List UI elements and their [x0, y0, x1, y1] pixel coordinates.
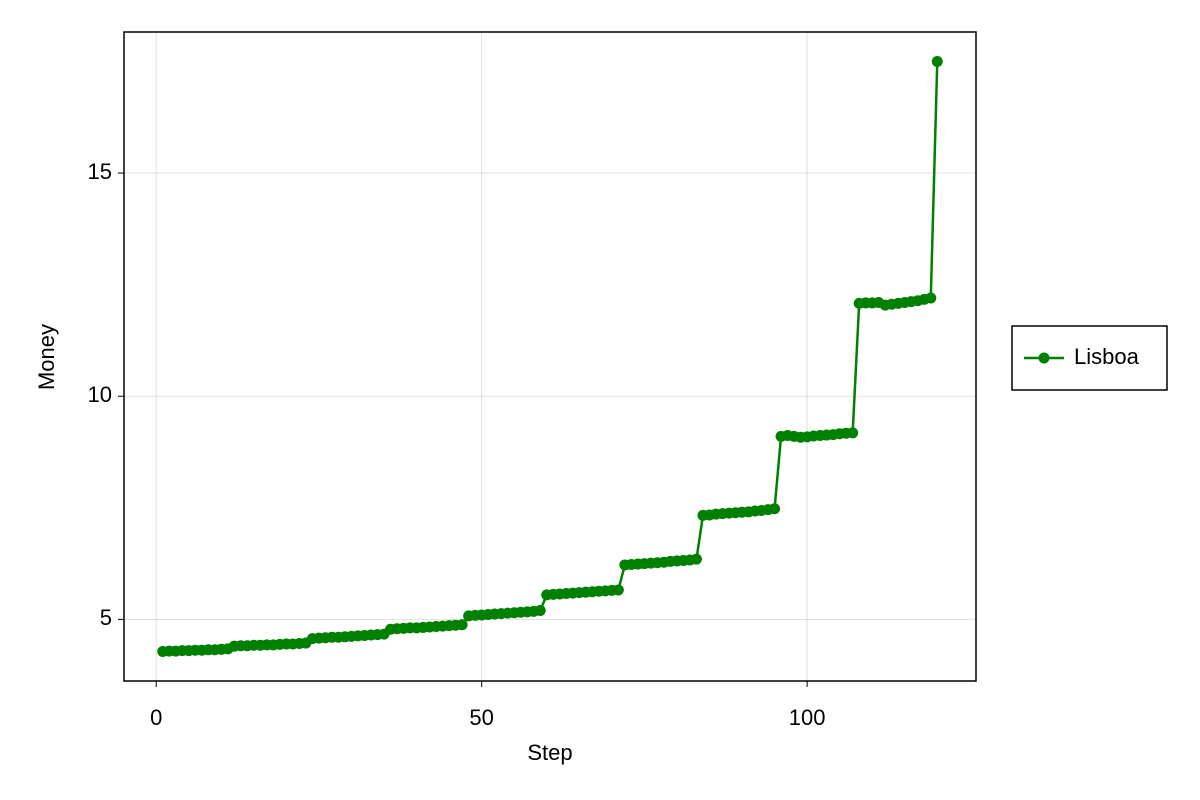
data-point [925, 292, 937, 304]
y-tick-label: 10 [88, 382, 112, 407]
data-point [534, 604, 546, 616]
x-tick-label: 50 [469, 705, 493, 730]
data-point [769, 503, 781, 515]
data-point [847, 427, 859, 439]
plot-frame [123, 31, 977, 682]
data-line [162, 61, 939, 653]
y-tick-label: 15 [88, 159, 112, 184]
x-tick-label: 0 [150, 705, 162, 730]
x-tick-label: 100 [789, 705, 826, 730]
data-point [456, 619, 468, 631]
y-tick-label: 5 [100, 605, 112, 630]
x-axis-label: Step [527, 740, 572, 765]
data-point [612, 584, 624, 596]
legend-label: Lisboa [1074, 344, 1140, 369]
data-point [931, 55, 943, 67]
data-point [690, 553, 702, 565]
y-axis-label: Money [34, 324, 59, 390]
legend-marker [1038, 352, 1050, 364]
